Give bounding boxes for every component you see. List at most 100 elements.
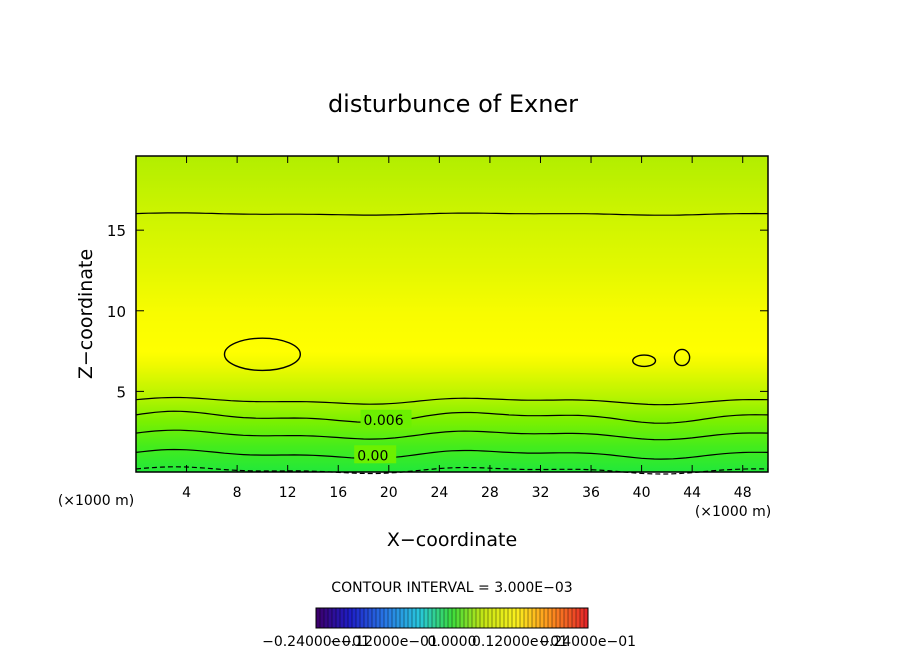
colorbar-cell: [360, 608, 365, 628]
colorbar-cell: [456, 608, 461, 628]
colorbar-cell: [428, 608, 433, 628]
y-tick-label: 15: [107, 222, 126, 240]
colorbar-frame: [315, 607, 589, 629]
x-tick-label: 4: [182, 485, 191, 501]
colorbar-cell: [340, 608, 345, 628]
colorbar-cell: [508, 608, 513, 628]
colorbar-cell: [352, 608, 357, 628]
x-tick-label: 20: [380, 485, 398, 501]
colorbar-cell: [376, 608, 381, 628]
contour-lines: [135, 212, 769, 475]
colorbar-cell: [344, 608, 349, 628]
colorbar-cell: [476, 608, 481, 628]
plot-frame: [135, 155, 769, 473]
colorbar-cell: [540, 608, 545, 628]
y-tick-label: 5: [116, 383, 126, 401]
contour-label-bg: [360, 409, 412, 428]
colorbar-cell: [368, 608, 373, 628]
colorbar-cell: [524, 608, 529, 628]
colorbar-cell: [568, 608, 573, 628]
colorbar-cell: [488, 608, 493, 628]
colorbar-cell: [552, 608, 557, 628]
colorbar-cell: [348, 608, 353, 628]
colorbar-cell: [480, 608, 485, 628]
y-tick-label: 10: [107, 303, 126, 321]
contour-line: [135, 396, 769, 406]
colorbar-label: 0.24000e−01: [540, 634, 636, 650]
x-axis-label: X−coordinate: [387, 529, 517, 551]
colorbar-label: −0.24000e−01: [262, 634, 370, 650]
x-tick-label: 8: [233, 485, 242, 501]
colorbar-cell: [564, 608, 569, 628]
colorbar-cell: [484, 608, 489, 628]
x-tick-label: 44: [683, 485, 701, 501]
colorbar-cell: [548, 608, 553, 628]
colorbar-cell: [364, 608, 369, 628]
colorbar-cell: [384, 608, 389, 628]
colorbar-cell: [512, 608, 517, 628]
closed-contours: [223, 337, 691, 372]
colorbar: [315, 607, 589, 629]
colorbar-cell: [472, 608, 477, 628]
colorbar-cell: [576, 608, 581, 628]
colorbar-label: 0.0000: [428, 634, 477, 650]
contour-line: [135, 212, 768, 216]
colorbar-cell: [544, 608, 549, 628]
colorbar-cell: [408, 608, 413, 628]
contour-label-bg: [354, 445, 397, 464]
x-tick-label: 32: [532, 485, 550, 501]
x-tick-label: 12: [279, 485, 297, 501]
colorbar-cell: [316, 608, 321, 628]
contour-label: 0.00: [357, 448, 388, 464]
colorbar-cell: [452, 608, 457, 628]
colorbar-cell: [388, 608, 393, 628]
colorbar-cell: [328, 608, 333, 628]
colorbar-cell: [504, 608, 509, 628]
closed-contour: [632, 354, 657, 368]
x-unit-right: (×1000 m): [695, 504, 771, 520]
colorbar-cell: [528, 608, 533, 628]
colorbar-cell: [492, 608, 497, 628]
colorbar-cell: [496, 608, 501, 628]
colorbar-cell: [336, 608, 341, 628]
colorbar-cell: [380, 608, 385, 628]
colorbar-cell: [400, 608, 405, 628]
x-tick-label: 24: [430, 485, 448, 501]
colorbar-cell: [556, 608, 561, 628]
x-tick-label: 48: [734, 485, 752, 501]
x-tick-label: 16: [329, 485, 347, 501]
colorbar-cell: [460, 608, 465, 628]
closed-contour: [673, 348, 691, 367]
contour-label: 0.006: [364, 413, 404, 429]
contour-line: [135, 429, 769, 441]
closed-contour: [223, 337, 302, 372]
colorbar-cell: [424, 608, 429, 628]
x-axis-ticks: 4 8 12 16 20 24 28 32 36 40 44 48: [182, 156, 752, 501]
colorbar-cell: [448, 608, 453, 628]
colorbar-cell: [532, 608, 537, 628]
colorbar-cell: [420, 608, 425, 628]
colorbar-labels: −0.24000e−01−0.12000e−010.00000.12000e−0…: [262, 634, 636, 650]
x-tick-label: 40: [633, 485, 651, 501]
colorbar-cell: [468, 608, 473, 628]
contour-line: [135, 448, 769, 460]
contour-line: [135, 466, 769, 475]
colorbar-cell: [580, 608, 585, 628]
colorbar-cell: [520, 608, 525, 628]
contour-interval: CONTOUR INTERVAL = 3.000E−03: [331, 580, 572, 596]
colorbar-cell: [416, 608, 421, 628]
colorbar-cell: [436, 608, 441, 628]
plot-field: [136, 156, 768, 472]
colorbar-cell: [560, 608, 565, 628]
x-tick-label: 28: [481, 485, 499, 501]
colorbar-cell: [356, 608, 361, 628]
y-axis-label: Z−coordinate: [75, 249, 97, 379]
colorbar-cell: [324, 608, 329, 628]
y-axis-ticks: 5 10 15: [107, 222, 768, 401]
colorbar-cell: [320, 608, 325, 628]
colorbar-cell: [440, 608, 445, 628]
colorbar-cell: [432, 608, 437, 628]
colorbar-cell: [372, 608, 377, 628]
colorbar-cell: [500, 608, 505, 628]
x-tick-label: 36: [582, 485, 600, 501]
